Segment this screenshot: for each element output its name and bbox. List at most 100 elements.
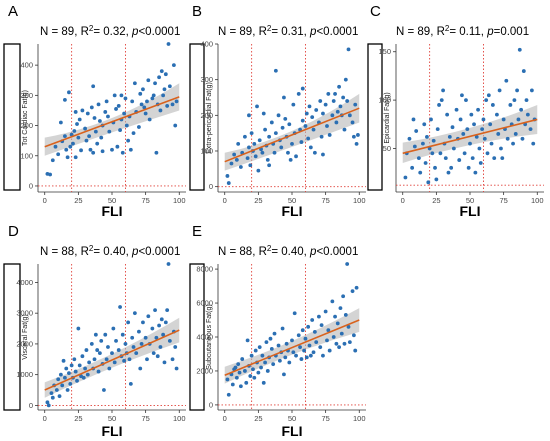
data-point bbox=[73, 155, 78, 160]
panel-letter: E bbox=[192, 223, 202, 240]
data-point bbox=[482, 136, 487, 141]
data-point bbox=[326, 328, 331, 333]
data-point bbox=[107, 129, 112, 134]
data-point bbox=[142, 105, 147, 110]
data-point bbox=[480, 127, 485, 132]
data-point bbox=[446, 170, 451, 175]
y-axis-label: Extra-pericardial Fat(g) bbox=[206, 82, 213, 154]
data-point bbox=[416, 156, 421, 161]
data-point bbox=[130, 99, 135, 104]
stat-r2-sup: 2 bbox=[445, 24, 450, 33]
data-point bbox=[294, 353, 298, 358]
data-point bbox=[504, 78, 509, 83]
stat-n: N = 89, R bbox=[396, 26, 445, 38]
data-point bbox=[96, 369, 101, 374]
data-point bbox=[61, 358, 66, 363]
data-point bbox=[508, 103, 513, 107]
stat-r2-sup: 2 bbox=[89, 244, 94, 253]
data-point bbox=[276, 113, 281, 118]
data-point bbox=[499, 146, 503, 151]
data-point bbox=[122, 111, 127, 116]
data-point bbox=[146, 314, 151, 319]
data-point bbox=[49, 391, 54, 395]
data-point bbox=[57, 394, 62, 399]
data-point bbox=[269, 346, 274, 351]
data-point bbox=[87, 134, 92, 139]
data-point bbox=[335, 321, 340, 326]
data-point bbox=[321, 111, 325, 116]
data-point bbox=[174, 99, 179, 104]
data-point bbox=[93, 129, 98, 134]
data-point bbox=[307, 104, 312, 109]
panel-letter: D bbox=[8, 223, 19, 240]
data-point bbox=[272, 331, 277, 336]
data-point bbox=[99, 338, 104, 343]
data-point bbox=[85, 111, 90, 116]
data-point bbox=[162, 87, 167, 92]
data-point bbox=[73, 369, 78, 374]
data-point bbox=[53, 144, 58, 149]
data-point bbox=[145, 99, 149, 104]
data-point bbox=[347, 340, 352, 344]
data-point bbox=[296, 333, 301, 338]
x-tick-label: 25 bbox=[74, 196, 82, 205]
data-point bbox=[476, 107, 480, 112]
data-point bbox=[308, 145, 313, 150]
y-tick-label: 400 bbox=[200, 40, 213, 49]
y-tick-label: 8000 bbox=[196, 265, 213, 274]
data-point bbox=[72, 129, 77, 133]
data-point bbox=[339, 331, 344, 336]
data-point bbox=[271, 362, 276, 367]
data-point bbox=[337, 345, 341, 350]
stats-header: N = 89, R2= 0.32, p<0.0001 bbox=[40, 24, 180, 38]
data-point bbox=[306, 324, 311, 329]
data-point bbox=[87, 360, 92, 365]
x-tick-label: 25 bbox=[74, 414, 82, 423]
data-point bbox=[248, 374, 253, 378]
data-point bbox=[141, 320, 145, 325]
data-point bbox=[267, 134, 272, 139]
data-point bbox=[299, 357, 304, 361]
x-tick-label: 50 bbox=[466, 196, 474, 205]
data-point bbox=[238, 384, 243, 389]
data-point bbox=[252, 375, 257, 380]
data-point bbox=[280, 125, 285, 130]
data-point bbox=[470, 156, 475, 161]
stat-r2: = 0.40, bbox=[93, 246, 132, 258]
data-point bbox=[225, 377, 230, 382]
data-point bbox=[465, 127, 470, 132]
data-point bbox=[243, 134, 247, 139]
data-point bbox=[327, 133, 332, 137]
data-point bbox=[437, 103, 441, 107]
data-point bbox=[468, 141, 472, 146]
data-point bbox=[524, 98, 529, 103]
data-point bbox=[347, 113, 352, 118]
data-point bbox=[298, 345, 302, 350]
data-point bbox=[170, 102, 175, 107]
data-point bbox=[232, 152, 237, 157]
data-point bbox=[75, 122, 79, 126]
data-point bbox=[128, 147, 133, 152]
y-tick-label: 200 bbox=[200, 111, 213, 120]
y-tick-label: 100 bbox=[200, 146, 213, 155]
data-point bbox=[63, 375, 67, 380]
data-point bbox=[157, 75, 161, 80]
y-tick-label: 4000 bbox=[196, 333, 213, 342]
data-point bbox=[226, 392, 231, 397]
data-point bbox=[71, 141, 75, 146]
data-point bbox=[462, 151, 467, 156]
data-point bbox=[263, 127, 267, 132]
data-point bbox=[120, 332, 125, 337]
data-point bbox=[425, 134, 429, 139]
stats-header: N = 89, R2= 0.11, p=0.001 bbox=[396, 24, 529, 38]
data-point bbox=[497, 88, 502, 93]
data-point bbox=[343, 313, 348, 317]
data-point bbox=[110, 147, 114, 152]
data-point bbox=[495, 112, 499, 117]
x-tick-label: 50 bbox=[288, 414, 296, 423]
data-point bbox=[283, 355, 288, 360]
data-point bbox=[145, 357, 149, 362]
data-point bbox=[319, 134, 324, 139]
x-tick-label: 75 bbox=[321, 414, 329, 423]
data-point bbox=[292, 311, 297, 316]
